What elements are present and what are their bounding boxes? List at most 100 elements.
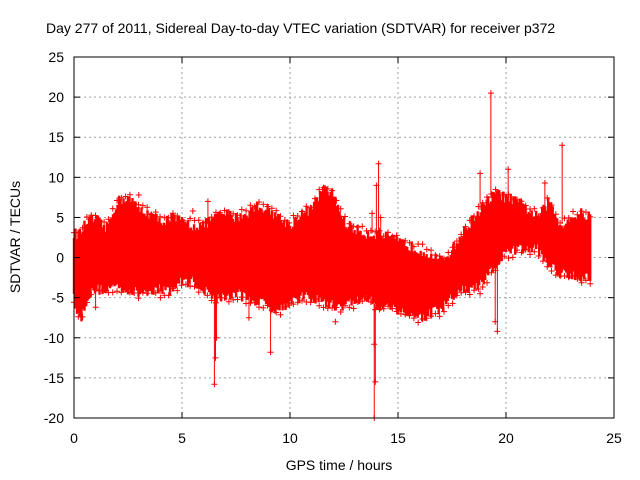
data-point	[238, 206, 245, 213]
data-point	[178, 282, 185, 289]
data-point	[79, 313, 86, 320]
data-point	[350, 223, 357, 230]
data-point	[522, 246, 529, 253]
data-point	[385, 303, 392, 310]
data-point	[148, 211, 155, 218]
data-point	[445, 249, 452, 256]
data-point	[286, 219, 293, 226]
data-point	[174, 212, 181, 219]
data-point	[208, 297, 215, 304]
y-tick-label: -10	[44, 330, 64, 346]
outlier-point	[372, 378, 379, 385]
data-point	[415, 319, 422, 326]
data-point	[432, 252, 439, 259]
data-point	[204, 218, 211, 225]
data-point	[509, 195, 516, 202]
data-point	[329, 187, 336, 194]
data-point	[243, 207, 250, 214]
data-point	[582, 277, 589, 284]
data-point	[574, 275, 581, 282]
data-point	[342, 213, 349, 220]
data-point	[552, 272, 559, 279]
data-point	[316, 302, 323, 309]
data-point	[380, 233, 387, 240]
data-point	[492, 186, 499, 193]
data-point	[423, 246, 430, 253]
outlier-point	[477, 170, 484, 177]
data-point	[389, 233, 396, 240]
y-tick-label: 0	[56, 250, 64, 266]
data-point	[92, 212, 99, 219]
data-point	[311, 295, 318, 302]
data-point	[118, 289, 125, 296]
data-point	[255, 199, 262, 206]
outlier-point	[189, 208, 196, 215]
data-point	[440, 255, 447, 262]
data-point	[380, 305, 387, 312]
data-point	[187, 282, 194, 289]
data-point	[565, 214, 572, 221]
data-point	[131, 201, 138, 208]
data-point	[432, 310, 439, 317]
data-point	[552, 211, 559, 218]
data-point	[458, 231, 465, 238]
data-point	[376, 306, 383, 313]
data-point	[376, 227, 383, 234]
data-point	[281, 304, 288, 311]
data-point	[320, 184, 327, 191]
data-point	[531, 205, 538, 212]
data-point	[268, 205, 275, 212]
data-point	[135, 201, 142, 208]
data-point	[518, 198, 525, 205]
data-point	[152, 289, 159, 296]
x-axis-label: GPS time / hours	[286, 457, 393, 473]
data-point	[514, 247, 521, 254]
data-point	[423, 315, 430, 322]
data-point	[114, 197, 121, 204]
data-point	[96, 287, 103, 294]
data-point	[234, 296, 241, 303]
y-tick-label: 10	[48, 169, 64, 185]
data-point	[570, 273, 577, 280]
data-point	[122, 286, 129, 293]
data-point	[548, 268, 555, 275]
data-point	[294, 299, 301, 306]
y-tick-label: -5	[52, 290, 65, 306]
data-point	[587, 280, 594, 287]
data-point	[346, 304, 353, 311]
data-point	[178, 217, 185, 224]
outlier-point	[211, 381, 218, 388]
data-point	[165, 214, 172, 221]
data-point	[144, 290, 151, 297]
axis-ticks: 0 5 10 15 20 25 -20 -15 -10 -5 0 5 10 15 20 25	[44, 49, 622, 446]
outlier-point	[559, 142, 566, 149]
outlier-point	[204, 198, 211, 205]
data-point	[354, 299, 361, 306]
data-point	[324, 185, 331, 192]
data-point	[428, 313, 435, 320]
data-point	[410, 243, 417, 250]
data-point	[247, 202, 254, 209]
outlier-point	[487, 90, 494, 97]
data-point	[531, 248, 538, 255]
data-point	[518, 249, 525, 256]
data-point	[565, 274, 572, 281]
data-point	[337, 205, 344, 212]
outlier-point	[477, 290, 484, 297]
outlier-point	[92, 304, 99, 311]
data-point	[251, 203, 258, 210]
data-point	[281, 217, 288, 224]
data-point	[402, 311, 409, 318]
data-point	[260, 201, 267, 208]
data-point	[139, 289, 146, 296]
data-point	[505, 255, 512, 262]
x-tick-label: 5	[178, 430, 186, 446]
data-point	[359, 298, 366, 305]
data-point	[440, 308, 447, 315]
data-point	[397, 239, 404, 246]
data-point	[509, 254, 516, 261]
data-point	[221, 207, 228, 214]
data-point	[101, 286, 108, 293]
data-point	[578, 279, 585, 286]
